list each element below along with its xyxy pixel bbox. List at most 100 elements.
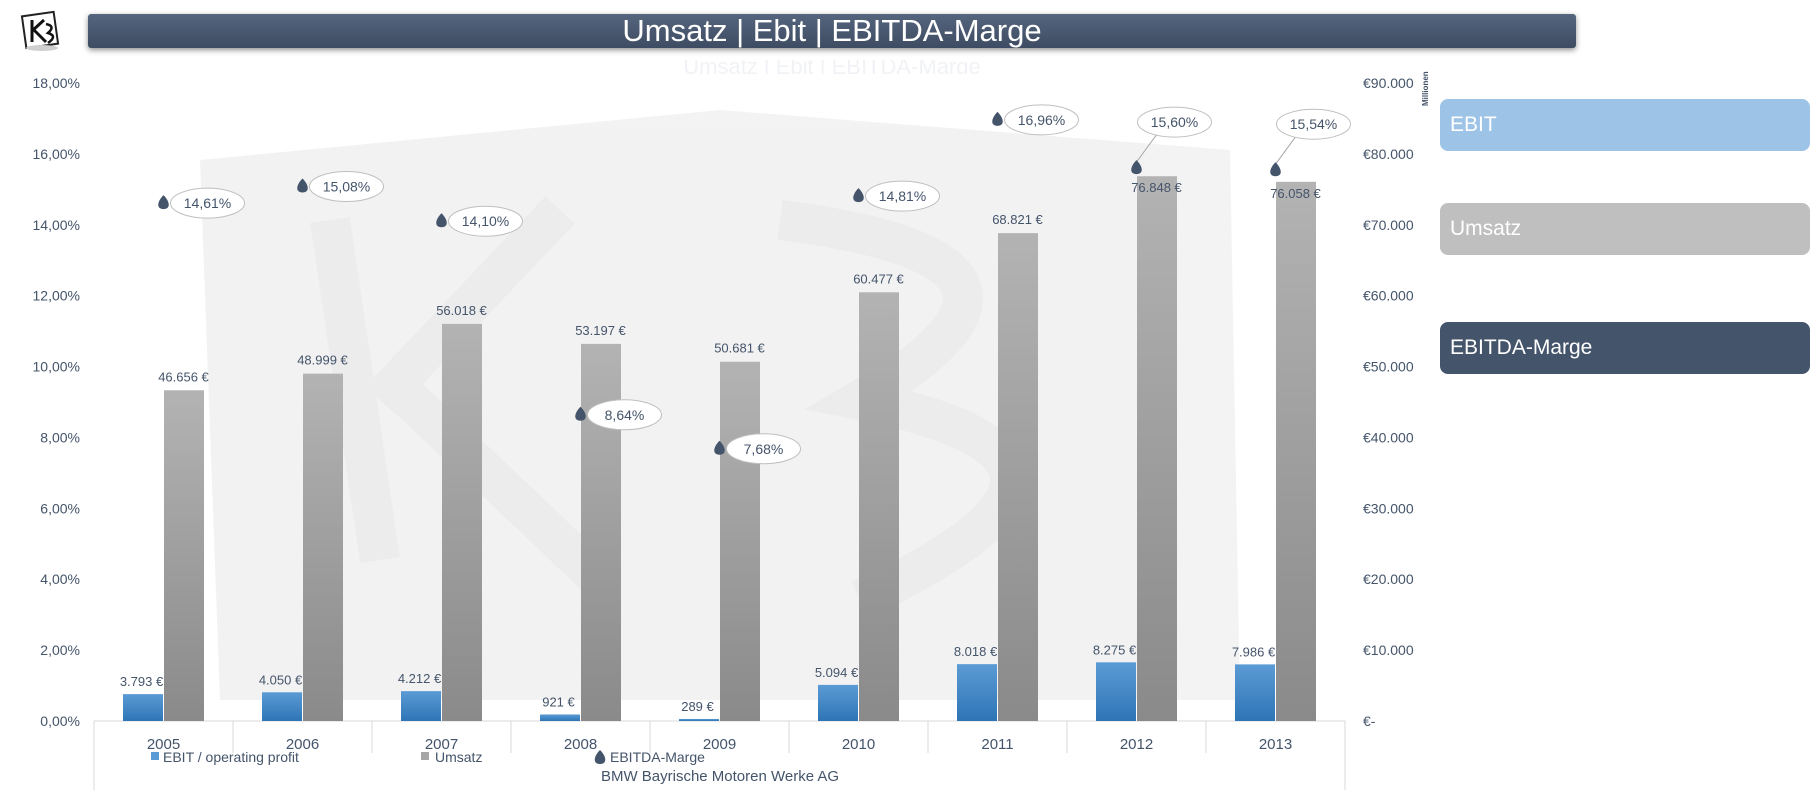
ebitda-marge-marker [575, 406, 586, 421]
x-tick-label: 2008 [564, 736, 597, 753]
ebitda-marge-data-label: 7,68% [744, 441, 784, 457]
y-right-tick-label: €80.000 [1363, 146, 1414, 162]
legend-umsatz-label: Umsatz [435, 749, 482, 765]
ebit-bar [123, 694, 163, 721]
ebit-bar [818, 684, 858, 721]
x-tick-label: 2007 [425, 736, 458, 753]
x-tick-label: 2010 [842, 736, 875, 753]
ebit-data-label: 8.018 € [954, 644, 998, 659]
umsatz-data-label: 76.058 € [1270, 186, 1321, 201]
y-left-tick-label: 4,00% [40, 571, 80, 587]
x-tick-label: 2013 [1259, 736, 1292, 753]
ebitda-marge-data-label: 14,81% [879, 188, 926, 204]
x-tick-label: 2011 [981, 736, 1013, 753]
kb-logo [20, 10, 60, 51]
x-tick-label: 2012 [1120, 736, 1153, 753]
y-left-tick-label: 16,00% [33, 146, 80, 162]
ebitda-marge-data-label: 15,08% [323, 178, 370, 194]
y-left-tick-label: 6,00% [40, 500, 80, 516]
y-left-tick-label: 10,00% [33, 359, 80, 375]
ebitda-marge-marker [594, 750, 606, 764]
umsatz-bar [1276, 181, 1316, 722]
legend-ebit-label: EBIT / operating profit [163, 749, 299, 765]
ebitda-marge-marker [853, 188, 864, 203]
y-left-tick-label: 14,00% [33, 217, 80, 233]
umsatz-data-label: 76.848 € [1131, 180, 1182, 195]
ebit-data-label: 3.793 € [120, 674, 164, 689]
ebitda-marge-callout [1004, 104, 1079, 136]
umsatz-button[interactable]: Umsatz [1440, 203, 1810, 255]
umsatz-data-label: 60.477 € [853, 271, 904, 286]
ebitda-marge-marker [1270, 162, 1281, 177]
ebitda-marge-data-label: 15,60% [1151, 114, 1198, 130]
ebitda-marge-marker [158, 195, 169, 210]
ebit-data-label: 5.094 € [815, 665, 859, 680]
ebit-data-label: 4.050 € [259, 672, 303, 687]
ebit-bar [957, 664, 997, 721]
umsatz-bar [164, 390, 204, 721]
ebitda-marge-data-label: 8,64% [605, 407, 645, 423]
y-right-tick-label: €50.000 [1363, 359, 1414, 375]
y-left-tick-label: 0,00% [40, 713, 80, 729]
y-right-tick-label: €40.000 [1363, 429, 1414, 445]
ebitda-marge-data-label: 15,54% [1290, 116, 1337, 132]
ebit-data-label: 921 € [542, 694, 575, 709]
umsatz-bar [720, 361, 760, 721]
umsatz-data-label: 46.656 € [158, 369, 209, 384]
umsatz-bar [303, 373, 343, 721]
ebitda-marge-leader-line [1275, 133, 1298, 165]
x-tick-label: 2009 [703, 736, 736, 753]
ebitda-marge-marker [1131, 160, 1142, 175]
umsatz-data-label: 50.681 € [714, 341, 765, 356]
legend-ebitda-marge-label: EBITDA-Marge [610, 749, 705, 765]
umsatz-data-label: 53.197 € [575, 323, 626, 338]
ebit-bar [262, 692, 302, 721]
y-right-tick-label: €60.000 [1363, 288, 1414, 304]
umsatz-data-label: 48.999 € [297, 353, 348, 368]
ebit-button[interactable]: EBIT [1440, 99, 1810, 151]
ebit-bar [679, 718, 719, 721]
x-tick-label: 2005 [147, 736, 180, 753]
ebitda-marge-callout [726, 433, 801, 465]
ebitda-marge-leader-line [1136, 131, 1159, 163]
chart-title-reflection: Umsatz | Ebit | EBITDA-Marge [683, 60, 981, 74]
y-left-tick-label: 18,00% [33, 75, 80, 91]
x-tick-label: 2006 [286, 736, 319, 753]
umsatz-bar [1137, 176, 1177, 722]
ebitda-marge-data-label: 16,96% [1018, 112, 1065, 128]
umsatz-bar [998, 233, 1038, 722]
ebitda-marge-callout [170, 187, 245, 219]
ebitda-marge-callout [309, 170, 384, 202]
y-left-tick-label: 2,00% [40, 642, 80, 658]
ebit-bar [1096, 662, 1136, 721]
chart-area: 0,00% 2,00% 4,00% 6,00% 8,00% 10,00% 12,00% 14,… [33, 71, 1430, 790]
ebitda-marge-data-label: 14,61% [184, 195, 231, 211]
ebit-data-label: 8.275 € [1093, 642, 1137, 657]
y-left-tick-label: 12,00% [33, 288, 80, 304]
ebit-bar [540, 714, 580, 721]
ebit-bar [1235, 664, 1275, 721]
y-right-tick-label: €30.000 [1363, 500, 1414, 516]
chart-title: Umsatz | Ebit | EBITDA-Marge [622, 13, 1042, 48]
ebitda-marge-callout [587, 399, 662, 431]
ebitda-marge-marker [992, 111, 1003, 126]
umsatz-data-label: 56.018 € [436, 303, 487, 318]
ebitda-marge-marker [436, 213, 447, 228]
ebitda-marge-callout [1137, 106, 1212, 138]
ebitda-marge-callout [1276, 108, 1351, 140]
y-right-tick-label: €- [1363, 713, 1376, 729]
y-right-tick-label: €10.000 [1363, 642, 1414, 658]
ebitda-marge-marker [714, 440, 725, 455]
ebit-bar [401, 691, 441, 721]
ebitda-marge-data-label: 14,10% [462, 213, 509, 229]
ebitda-marge-callout [448, 205, 523, 237]
x-axis-label: BMW Bayrische Motoren Werke AG [601, 768, 839, 785]
ebit-data-label: 289 € [681, 699, 714, 714]
y-left-tick-label: 8,00% [40, 429, 80, 445]
title-banner [88, 14, 1576, 48]
umsatz-data-label: 68.821 € [992, 212, 1043, 227]
ebitda-marge-button[interactable]: EBITDA-Marge [1440, 322, 1810, 374]
umsatz-bar [442, 323, 482, 721]
y-right-tick-label: €20.000 [1363, 571, 1414, 587]
umsatz-bar [859, 292, 899, 721]
